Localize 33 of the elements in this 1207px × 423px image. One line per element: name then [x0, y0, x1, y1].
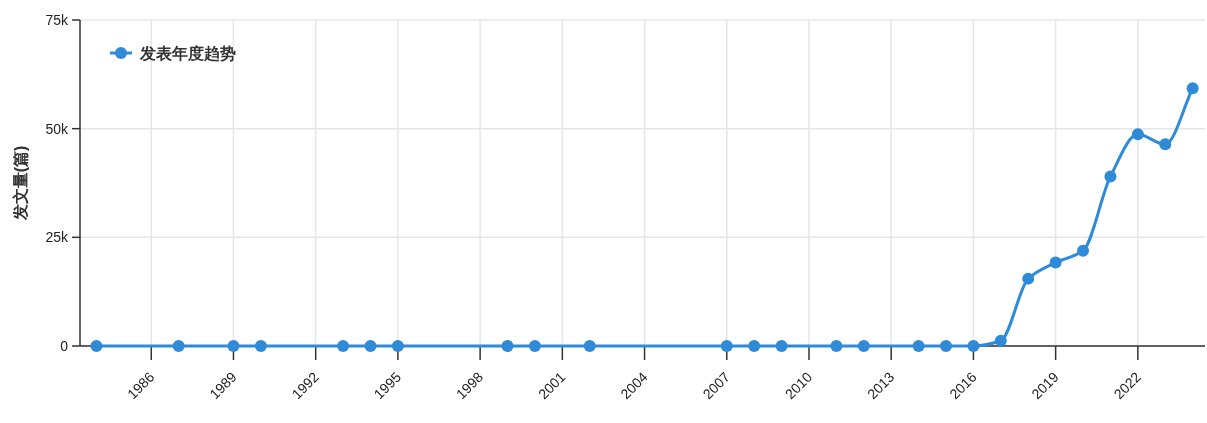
point	[528, 340, 541, 352]
point	[227, 340, 240, 352]
point	[1159, 138, 1172, 151]
point	[1077, 244, 1090, 257]
point	[1131, 128, 1144, 141]
legend: 发表年度趋势	[110, 45, 236, 62]
point	[940, 340, 953, 352]
point	[775, 340, 788, 352]
point	[857, 340, 870, 352]
point	[912, 340, 925, 352]
point	[1022, 272, 1035, 285]
point	[254, 340, 267, 352]
point	[1049, 256, 1062, 269]
y-tick-label: 75k	[45, 12, 69, 28]
point	[830, 340, 843, 352]
point	[748, 340, 761, 352]
point	[501, 340, 514, 352]
point	[994, 334, 1007, 347]
y-tick-label: 50k	[45, 120, 69, 137]
point	[967, 340, 980, 352]
y-tick-label: 25k	[45, 229, 69, 246]
y-tick-label: 0	[60, 338, 69, 354]
point	[364, 340, 377, 352]
point	[1104, 170, 1117, 183]
point	[172, 340, 185, 352]
point	[391, 340, 404, 352]
point	[337, 340, 350, 352]
point	[1186, 82, 1199, 95]
legend-label: 发表年度趋势	[139, 44, 236, 62]
point	[583, 340, 596, 352]
y-axis-title: 发文量(篇)	[12, 145, 29, 222]
point	[90, 340, 103, 352]
point	[720, 340, 733, 352]
